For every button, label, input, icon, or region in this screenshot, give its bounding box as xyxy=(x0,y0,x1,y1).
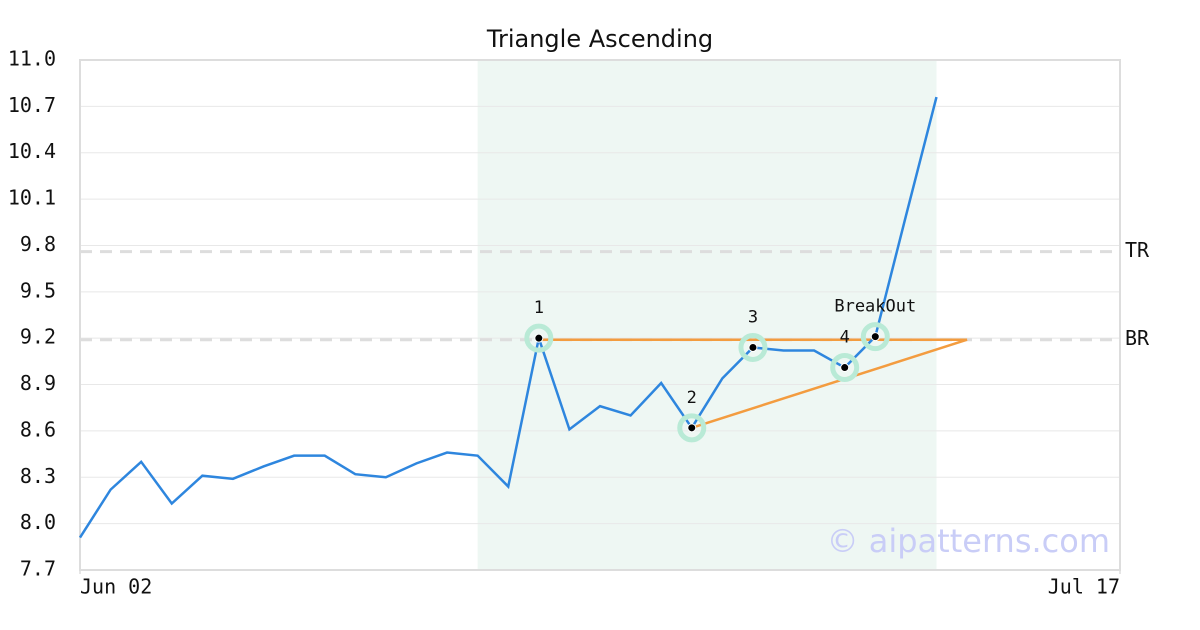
y-tick-label: 9.8 xyxy=(20,232,56,256)
pivot-dot xyxy=(687,423,697,433)
price-line xyxy=(78,96,938,539)
pivot-dot xyxy=(840,363,850,373)
chart-title: Triangle Ascending xyxy=(486,25,713,53)
y-tick-label: 8.0 xyxy=(20,510,56,534)
y-tick-label: 8.9 xyxy=(20,371,56,395)
pivot-dot xyxy=(534,333,544,343)
pivot-halo xyxy=(830,353,860,383)
watermark: © aipatterns.com xyxy=(827,522,1110,560)
x-tick-label: Jun 02 xyxy=(80,575,152,599)
x-tick-label: Jul 17 xyxy=(1048,575,1120,599)
pivot-label: 3 xyxy=(748,307,758,327)
y-tick-label: 11.0 xyxy=(8,47,56,71)
y-tick-label: 10.7 xyxy=(8,93,56,117)
y-tick-label: 10.1 xyxy=(8,186,56,210)
pivot-label: BreakOut xyxy=(834,297,916,317)
pivot-halo xyxy=(524,323,554,353)
pivot-halo xyxy=(738,332,768,362)
level-label: TR xyxy=(1125,238,1150,262)
level-label: BR xyxy=(1125,326,1150,350)
y-tick-label: 9.2 xyxy=(20,325,56,349)
pivot-label: 1 xyxy=(534,298,544,318)
y-tick-label: 9.5 xyxy=(20,278,56,302)
pivot-dot xyxy=(748,342,758,352)
pivot-dot xyxy=(870,332,880,342)
y-tick-label: 10.4 xyxy=(8,139,56,163)
pivot-halo xyxy=(860,322,890,352)
y-tick-label: 7.7 xyxy=(20,557,56,581)
trend-line xyxy=(691,338,968,430)
pattern-zone xyxy=(477,60,937,570)
y-tick-label: 8.6 xyxy=(20,417,56,441)
pivot-label: 2 xyxy=(687,388,697,408)
y-tick-label: 8.3 xyxy=(20,464,56,488)
plot-frame xyxy=(79,59,1121,571)
pivot-halo xyxy=(677,413,707,443)
pivot-label: 4 xyxy=(840,328,850,348)
